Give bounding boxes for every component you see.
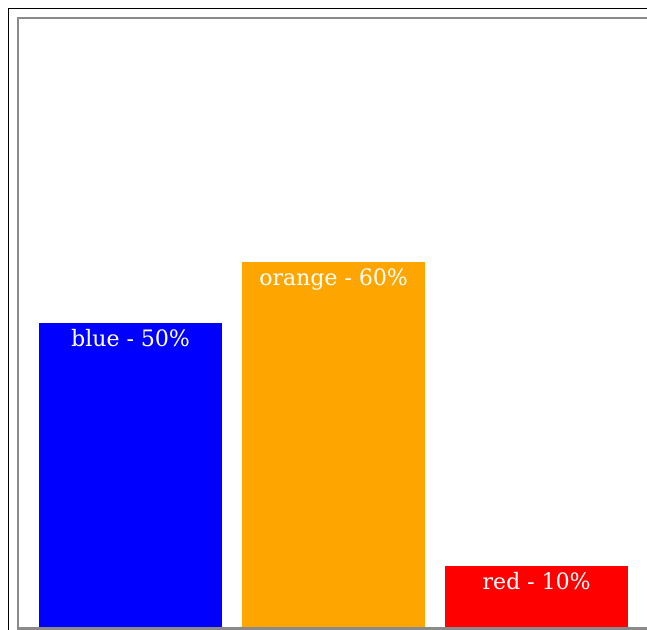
bar-blue: blue - 50%	[39, 323, 222, 627]
bar-label-red: red - 10%	[482, 570, 591, 595]
bar-label-blue: blue - 50%	[71, 327, 190, 352]
bar-orange: orange - 60%	[242, 262, 425, 627]
chart-baseline	[17, 627, 647, 630]
bar-label-orange: orange - 60%	[259, 266, 408, 291]
bar-red: red - 10%	[445, 566, 628, 627]
